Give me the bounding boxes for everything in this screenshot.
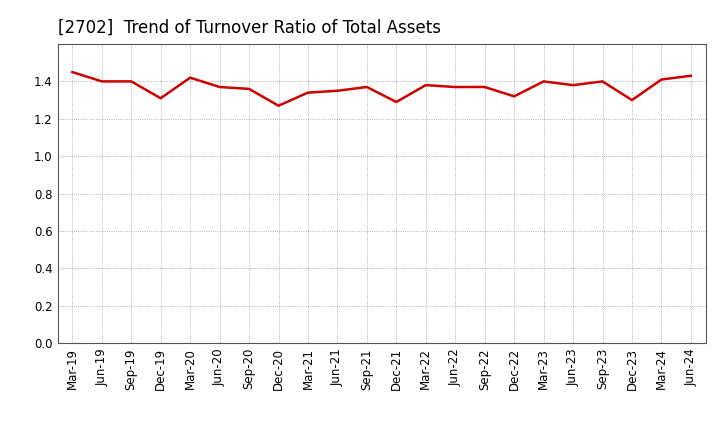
Text: [2702]  Trend of Turnover Ratio of Total Assets: [2702] Trend of Turnover Ratio of Total … [58,19,441,37]
